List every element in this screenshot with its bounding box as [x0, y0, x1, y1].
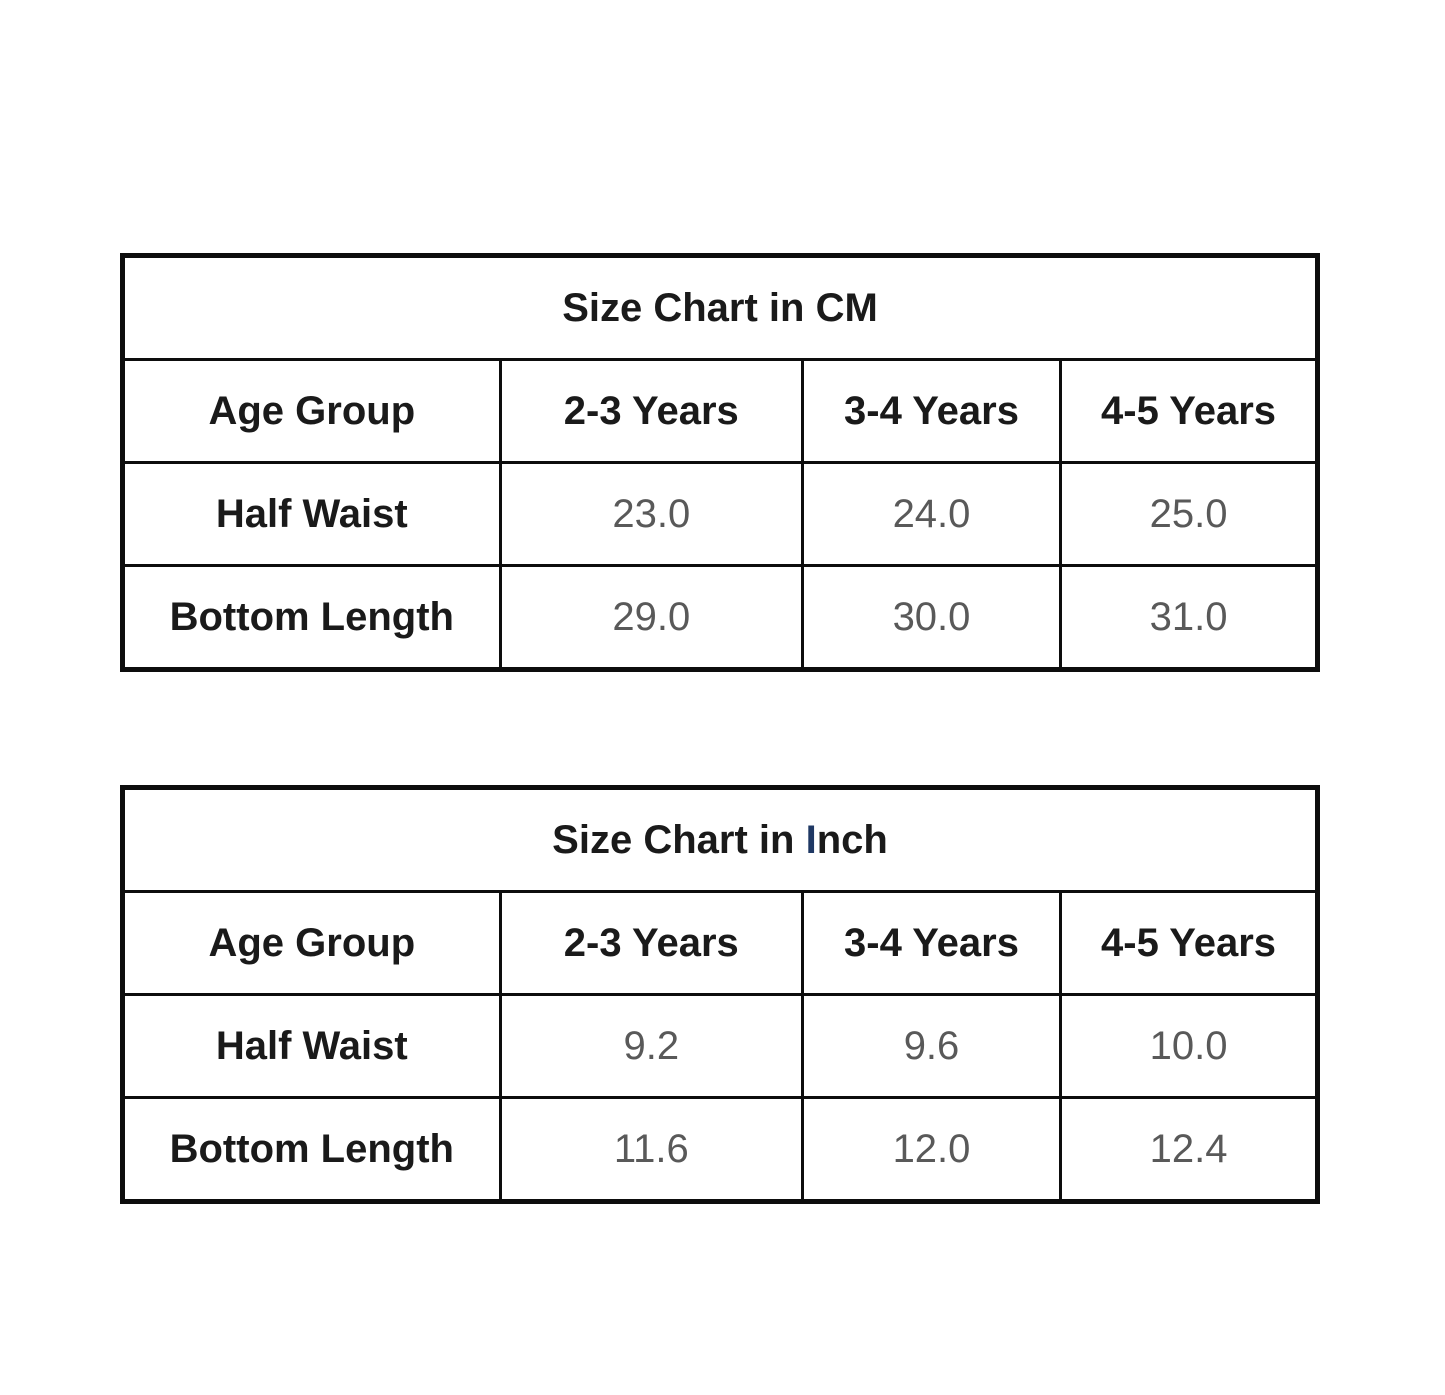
inch-header-3-4-years: 3-4 Years — [800, 890, 1063, 996]
inch-half-waist-value-2-3: 9.2 — [498, 993, 804, 1099]
inch-title-main: Size Chart in — [552, 817, 806, 862]
inch-header-4-5-years: 4-5 Years — [1059, 890, 1319, 996]
inch-bottom-length-label: Bottom Length — [121, 1096, 502, 1203]
inch-half-waist-value-3-4: 9.6 — [800, 993, 1063, 1099]
cm-header-2-3-years: 2-3 Years — [498, 358, 804, 464]
cm-bottom-length-label: Bottom Length — [121, 564, 502, 671]
size-chart-cm-table: Size Chart in CM Age Group 2-3 Years 3-4… — [120, 253, 1320, 672]
cm-title-row: Size Chart in CM — [121, 254, 1319, 361]
cm-header-3-4-years: 3-4 Years — [800, 358, 1063, 464]
inch-header-age-group: Age Group — [121, 890, 502, 996]
cm-header-age-group: Age Group — [121, 358, 502, 464]
inch-half-waist-value-4-5: 10.0 — [1059, 993, 1319, 1099]
cm-header-row: Age Group 2-3 Years 3-4 Years 4-5 Years — [121, 358, 1319, 464]
cm-bottom-length-value-2-3: 29.0 — [498, 564, 804, 671]
cm-header-4-5-years: 4-5 Years — [1059, 358, 1319, 464]
inch-table-title: Size Chart in Inch — [121, 786, 1319, 893]
inch-title-accent: I — [805, 817, 817, 862]
inch-half-waist-row: Half Waist 9.2 9.6 10.0 — [121, 993, 1319, 1099]
inch-bottom-length-row: Bottom Length 11.6 12.0 12.4 — [121, 1096, 1319, 1203]
cm-half-waist-row: Half Waist 23.0 24.0 25.0 — [121, 461, 1319, 567]
inch-bottom-length-value-3-4: 12.0 — [800, 1096, 1063, 1203]
cm-bottom-length-value-4-5: 31.0 — [1059, 564, 1319, 671]
cm-title-main: Size Chart in CM — [562, 285, 878, 330]
size-chart-inch-table: Size Chart in Inch Age Group 2-3 Years 3… — [120, 785, 1320, 1204]
inch-bottom-length-value-4-5: 12.4 — [1059, 1096, 1319, 1203]
cm-half-waist-value-2-3: 23.0 — [498, 461, 804, 567]
cm-bottom-length-value-3-4: 30.0 — [800, 564, 1063, 671]
inch-header-row: Age Group 2-3 Years 3-4 Years 4-5 Years — [121, 890, 1319, 996]
cm-half-waist-value-4-5: 25.0 — [1059, 461, 1319, 567]
inch-bottom-length-value-2-3: 11.6 — [498, 1096, 804, 1203]
cm-table-title: Size Chart in CM — [121, 254, 1319, 361]
cm-half-waist-value-3-4: 24.0 — [800, 461, 1063, 567]
inch-header-2-3-years: 2-3 Years — [498, 890, 804, 996]
inch-title-row: Size Chart in Inch — [121, 786, 1319, 893]
inch-half-waist-label: Half Waist — [121, 993, 502, 1099]
inch-title-rest: nch — [816, 817, 888, 862]
cm-bottom-length-row: Bottom Length 29.0 30.0 31.0 — [121, 564, 1319, 671]
cm-half-waist-label: Half Waist — [121, 461, 502, 567]
